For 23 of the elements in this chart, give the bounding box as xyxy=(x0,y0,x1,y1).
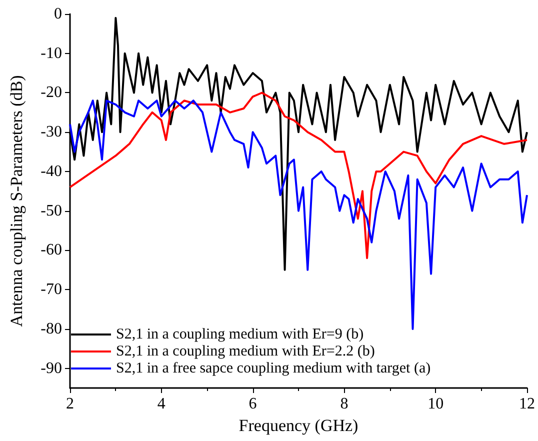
y-tick-label: -80 xyxy=(40,320,62,338)
x-tick-label: 12 xyxy=(519,396,535,412)
x-tick-label: 4 xyxy=(157,396,166,412)
x-tick-label: 6 xyxy=(248,396,257,412)
line-series xyxy=(69,92,528,260)
y-tick-label: -70 xyxy=(40,281,62,298)
x-tick-label: 10 xyxy=(428,396,444,412)
y-tick-label: -10 xyxy=(40,44,62,62)
y-tick-label: -90 xyxy=(40,360,62,377)
y-tick-label: -50 xyxy=(40,202,62,220)
y-tick-label: -20 xyxy=(40,84,62,102)
x-tick-label: 8 xyxy=(340,396,348,412)
x-axis-title: Frequency (GHz) xyxy=(238,416,358,435)
legend-label: S2,1 in a coupling medium with Er=9 (b) xyxy=(116,326,364,342)
y-tick-label: -30 xyxy=(40,124,62,141)
y-axis-title: Antenna coupling S-Parameters (dB) xyxy=(7,75,26,327)
y-tick-label: 0 xyxy=(54,6,62,22)
legend-label: S2,1 in a coupling medium with Er=2.2 (b) xyxy=(116,344,375,360)
y-tick-label: -40 xyxy=(40,162,62,180)
legend-label: S2,1 in a free sapce coupling medium with target (a) xyxy=(116,360,431,376)
y-tick-label: -60 xyxy=(40,242,62,259)
line-series xyxy=(69,100,528,330)
x-tick-label: 2 xyxy=(66,396,74,412)
